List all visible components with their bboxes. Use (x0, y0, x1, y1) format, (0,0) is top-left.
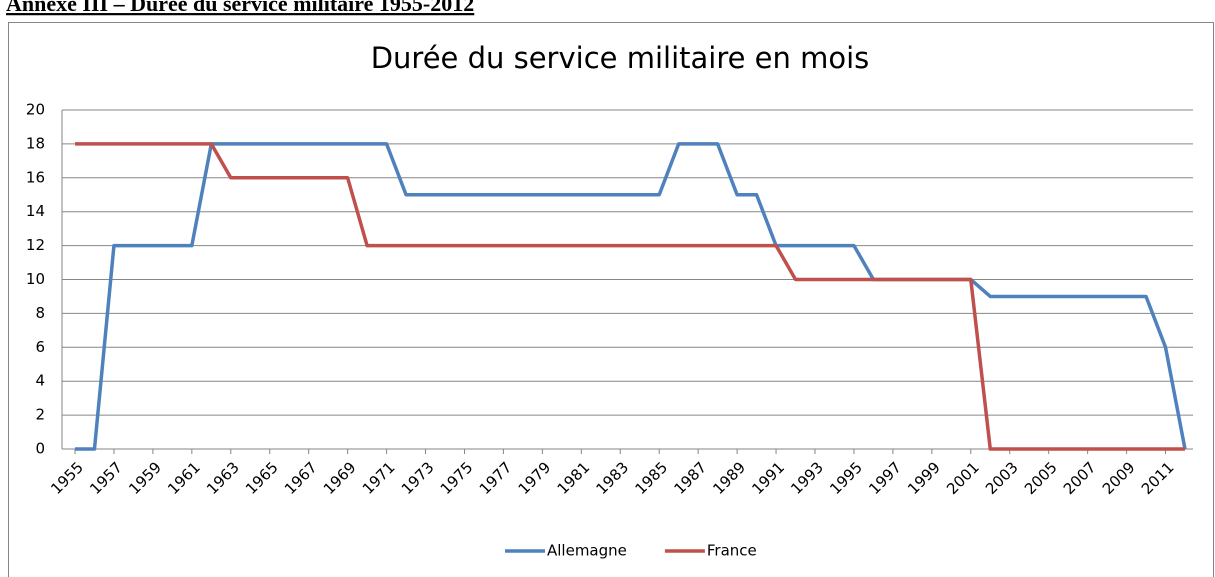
y-tick-label: 16 (26, 168, 45, 186)
y-tick-label: 14 (26, 202, 45, 220)
y-tick-label: 10 (26, 270, 45, 288)
y-tick-label: 0 (35, 440, 45, 458)
y-tick-label: 18 (26, 134, 45, 152)
y-tick-label: 2 (35, 406, 45, 424)
line-series (75, 142, 1187, 451)
y-tick-label: 8 (35, 304, 45, 322)
chart-frame (8, 22, 1214, 577)
line-series (75, 142, 1185, 451)
legend-label: France (707, 542, 757, 560)
y-tick-label: 6 (35, 338, 45, 356)
chart-title: Durée du service militaire en mois (371, 41, 870, 75)
heading: Annexe III – Durée du service militaire … (6, 0, 474, 16)
y-tick-label: 4 (35, 372, 45, 390)
y-tick-label: 12 (26, 236, 45, 254)
legend-label: Allemagne (547, 542, 627, 560)
y-tick-label: 20 (26, 101, 45, 119)
